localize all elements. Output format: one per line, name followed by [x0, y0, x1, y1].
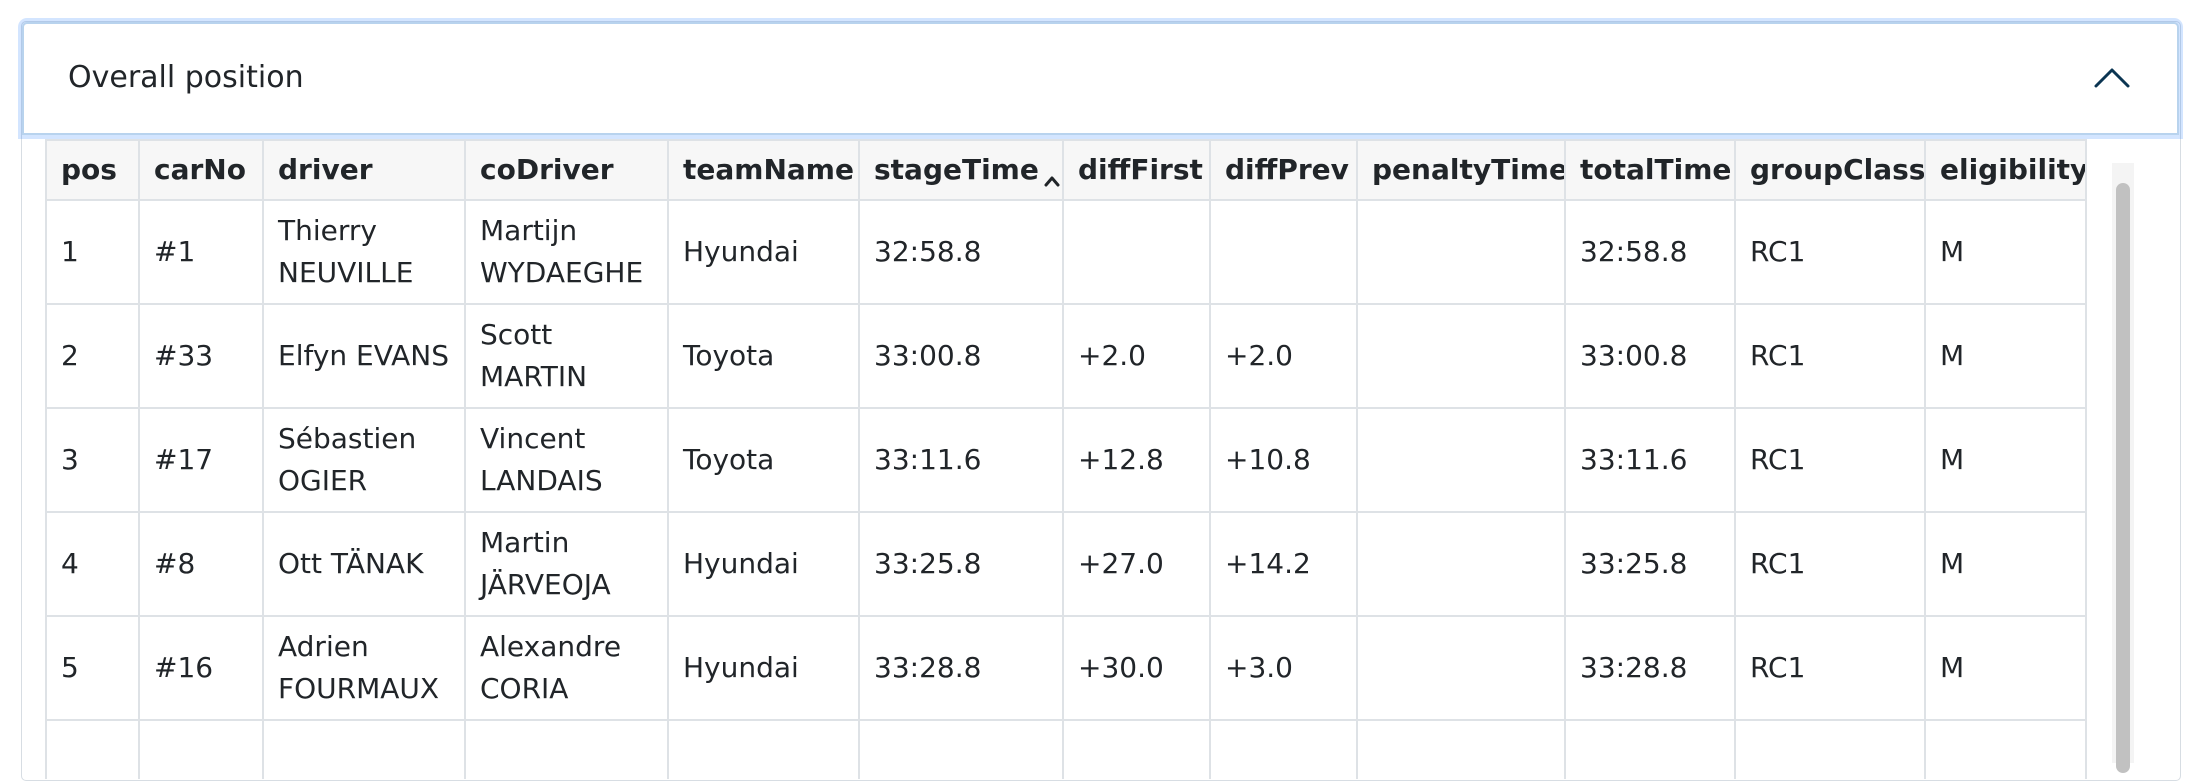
cell-penaltytime: [1356, 303, 1566, 409]
column-header-stagetime[interactable]: stageTime: [858, 139, 1064, 201]
cell-carno: #33: [138, 303, 264, 409]
cell-groupclass: RC1: [1734, 407, 1926, 513]
cell-carno: #17: [138, 407, 264, 513]
cell-driver: [262, 719, 466, 779]
column-header-diffprev[interactable]: diffPrev: [1209, 139, 1358, 201]
column-header-pos[interactable]: pos: [45, 139, 140, 201]
cell-teamname: Hyundai: [667, 199, 860, 305]
cell-teamname: Hyundai: [667, 615, 860, 721]
vertical-scrollbar-thumb[interactable]: [2116, 183, 2130, 773]
panel-title: Overall position: [68, 60, 304, 95]
cell-codriver: Martijn WYDAEGHE: [464, 199, 669, 305]
cell-groupclass: RC1: [1734, 303, 1926, 409]
cell-driver: Elfyn EVANS: [262, 303, 466, 409]
table-row: 5 #16 Adrien FOURMAUX Alexandre CORIA Hy…: [45, 615, 2087, 721]
column-header-driver[interactable]: driver: [262, 139, 466, 201]
cell-difffirst: +2.0: [1062, 303, 1211, 409]
cell-carno: [138, 719, 264, 779]
sort-ascending-icon: [1042, 161, 1061, 187]
cell-stagetime: 33:25.8: [858, 511, 1064, 617]
cell-groupclass: [1734, 719, 1926, 779]
panel-header-toggle[interactable]: Overall position: [22, 22, 2179, 135]
cell-stagetime: 33:11.6: [858, 407, 1064, 513]
cell-totaltime: 32:58.8: [1564, 199, 1736, 305]
column-header-penaltytime[interactable]: penaltyTime: [1356, 139, 1566, 201]
cell-pos: [45, 719, 140, 779]
cell-eligibility: M: [1924, 615, 2087, 721]
cell-pos: 4: [45, 511, 140, 617]
cell-difffirst: [1062, 719, 1211, 779]
cell-totaltime: 33:11.6: [1564, 407, 1736, 513]
cell-codriver: Alexandre CORIA: [464, 615, 669, 721]
table-row: [45, 719, 2087, 779]
cell-diffprev: +10.8: [1209, 407, 1358, 513]
cell-totaltime: 33:25.8: [1564, 511, 1736, 617]
column-header-carno[interactable]: carNo: [138, 139, 264, 201]
cell-teamname: Toyota: [667, 303, 860, 409]
cell-carno: #16: [138, 615, 264, 721]
cell-stagetime: 32:58.8: [858, 199, 1064, 305]
cell-stagetime: [858, 719, 1064, 779]
cell-codriver: Martin JÄRVEOJA: [464, 511, 669, 617]
cell-teamname: [667, 719, 860, 779]
cell-difffirst: [1062, 199, 1211, 305]
cell-codriver: [464, 719, 669, 779]
cell-difffirst: +27.0: [1062, 511, 1211, 617]
cell-codriver: Vincent LANDAIS: [464, 407, 669, 513]
cell-pos: 1: [45, 199, 140, 305]
cell-penaltytime: [1356, 407, 1566, 513]
cell-carno: #8: [138, 511, 264, 617]
column-header-groupclass[interactable]: groupClass: [1734, 139, 1926, 201]
table-row: 1 #1 Thierry NEUVILLE Martijn WYDAEGHE H…: [45, 199, 2087, 305]
cell-totaltime: [1564, 719, 1736, 779]
cell-stagetime: 33:28.8: [858, 615, 1064, 721]
cell-teamname: Toyota: [667, 407, 860, 513]
cell-pos: 5: [45, 615, 140, 721]
column-header-teamname[interactable]: teamName: [667, 139, 860, 201]
column-header-eligibility[interactable]: eligibility: [1924, 139, 2087, 201]
cell-difffirst: +30.0: [1062, 615, 1211, 721]
cell-penaltytime: [1356, 719, 1566, 779]
cell-eligibility: [1924, 719, 2087, 779]
cell-penaltytime: [1356, 615, 1566, 721]
cell-diffprev: [1209, 719, 1358, 779]
cell-pos: 3: [45, 407, 140, 513]
column-header-difffirst[interactable]: diffFirst: [1062, 139, 1211, 201]
results-table: pos carNo driver coDriver teamName stage…: [45, 139, 2087, 779]
cell-teamname: Hyundai: [667, 511, 860, 617]
cell-eligibility: M: [1924, 407, 2087, 513]
cell-diffprev: +3.0: [1209, 615, 1358, 721]
cell-eligibility: M: [1924, 303, 2087, 409]
cell-penaltytime: [1356, 199, 1566, 305]
cell-diffprev: [1209, 199, 1358, 305]
cell-stagetime: 33:00.8: [858, 303, 1064, 409]
chevron-up-icon[interactable]: [2092, 58, 2132, 98]
cell-totaltime: 33:00.8: [1564, 303, 1736, 409]
cell-groupclass: RC1: [1734, 511, 1926, 617]
cell-pos: 2: [45, 303, 140, 409]
cell-driver: Adrien FOURMAUX: [262, 615, 466, 721]
cell-penaltytime: [1356, 511, 1566, 617]
table-row: 4 #8 Ott TÄNAK Martin JÄRVEOJA Hyundai 3…: [45, 511, 2087, 617]
cell-eligibility: M: [1924, 511, 2087, 617]
cell-difffirst: +12.8: [1062, 407, 1211, 513]
cell-driver: Ott TÄNAK: [262, 511, 466, 617]
cell-diffprev: +14.2: [1209, 511, 1358, 617]
cell-diffprev: +2.0: [1209, 303, 1358, 409]
table-row: 3 #17 Sébastien OGIER Vincent LANDAIS To…: [45, 407, 2087, 513]
cell-totaltime: 33:28.8: [1564, 615, 1736, 721]
table-row: 2 #33 Elfyn EVANS Scott MARTIN Toyota 33…: [45, 303, 2087, 409]
cell-eligibility: M: [1924, 199, 2087, 305]
column-header-codriver[interactable]: coDriver: [464, 139, 669, 201]
cell-groupclass: RC1: [1734, 199, 1926, 305]
results-table-container[interactable]: pos carNo driver coDriver teamName stage…: [45, 139, 2137, 779]
cell-carno: #1: [138, 199, 264, 305]
cell-driver: Thierry NEUVILLE: [262, 199, 466, 305]
column-header-totaltime[interactable]: totalTime: [1564, 139, 1736, 201]
cell-codriver: Scott MARTIN: [464, 303, 669, 409]
table-header-row: pos carNo driver coDriver teamName stage…: [45, 139, 2087, 201]
cell-groupclass: RC1: [1734, 615, 1926, 721]
cell-driver: Sébastien OGIER: [262, 407, 466, 513]
